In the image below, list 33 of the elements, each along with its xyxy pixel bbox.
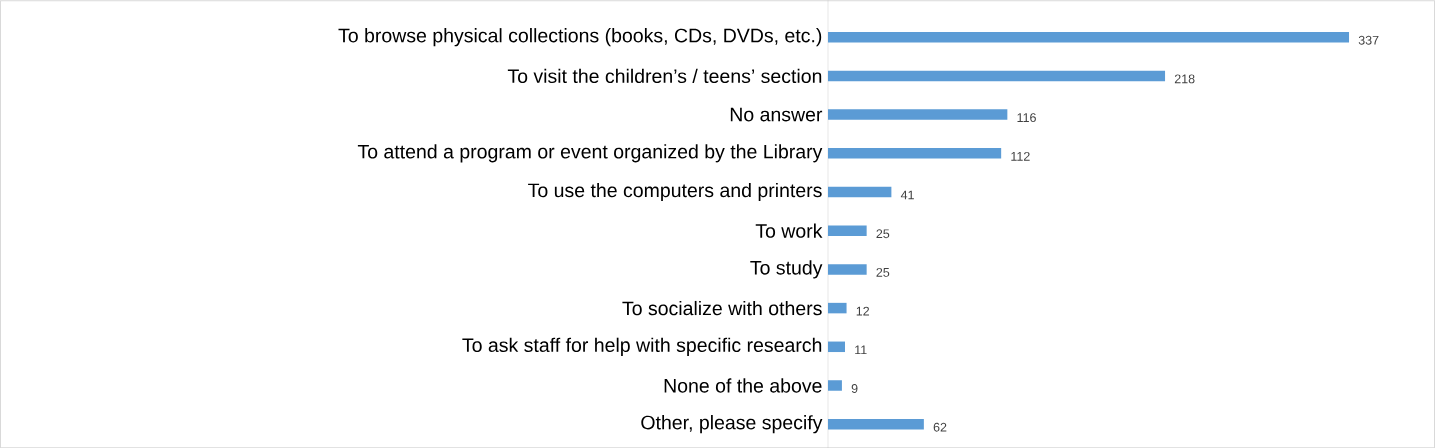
bar [828,31,1350,43]
data-label: 116 [1017,112,1036,122]
data-label: 11 [855,345,867,354]
bar [828,341,846,352]
data-label: 25 [876,267,890,277]
bar [828,418,924,430]
data-label: 112 [1011,151,1030,161]
y-tick-label: To visit the children’s / teens’ section [507,68,822,83]
bar [828,302,847,314]
y-tick-label: None of the above [664,378,822,393]
y-tick-label: To work [755,223,823,238]
y-tick-label: To ask staff for help with specific research [462,337,822,356]
y-tick-label: To attend a program or event organized by the Library [357,144,823,163]
bar [828,109,1008,120]
bar [828,380,842,391]
y-tick-label: To socialize with others [622,300,822,316]
y-tick-label: Other, please specify [641,414,823,434]
y-tick-label: To study [750,260,823,279]
data-label: 218 [1174,74,1195,84]
y-tick-label: No answer [730,107,823,122]
bar [828,186,892,198]
data-label: 337 [1358,35,1379,45]
data-label: 9 [851,383,858,393]
data-label: 12 [856,306,870,316]
data-label: 25 [876,229,890,238]
data-label: 62 [933,422,947,432]
data-label: 41 [900,190,914,200]
bar [828,263,867,275]
bar [828,70,1166,81]
bar [828,147,1002,159]
y-tick-label: To use the computers and printers [528,182,822,201]
bar [828,225,867,236]
y-tick-label: To browse physical collections (books, CDs, DVDs, etc.) [338,27,822,47]
